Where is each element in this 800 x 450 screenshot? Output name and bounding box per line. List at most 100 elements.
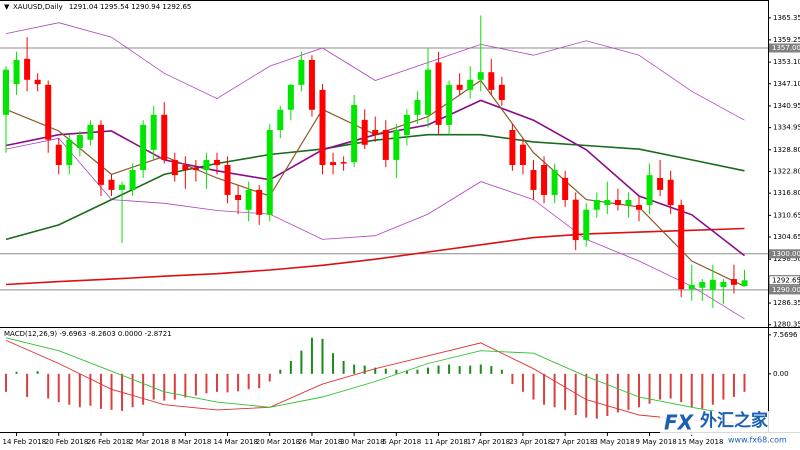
level-label-bg xyxy=(769,285,800,295)
macd-histogram-bar xyxy=(564,373,567,410)
candle-body xyxy=(646,175,653,206)
macd-histogram-bar xyxy=(595,373,598,419)
candle-body xyxy=(3,69,9,115)
y-tick-label: 1298.50 xyxy=(773,255,800,263)
macd-histogram-bar xyxy=(332,353,335,374)
macd-histogram-bar xyxy=(648,373,651,404)
candle-body xyxy=(446,84,453,125)
candle-body xyxy=(572,199,579,241)
candle-body xyxy=(108,179,115,190)
chart-title: XAUUSD,Daily 1291.04 1295.54 1290.94 129… xyxy=(13,3,191,11)
macd-histogram-bar xyxy=(427,367,429,374)
watermark-logo: FX xyxy=(664,411,695,435)
x-tick-label: 26 Feb 2018 xyxy=(87,438,131,446)
macd-histogram-bar xyxy=(47,373,50,399)
level-label: 1357.00 xyxy=(772,44,800,52)
macd-histogram-bar xyxy=(690,373,693,408)
candle-body xyxy=(509,129,516,165)
x-tick-label: 8 Mar 2018 xyxy=(171,438,211,446)
macd-histogram-bar xyxy=(458,366,461,374)
candle-body xyxy=(298,59,305,85)
x-tick-label: 30 Mar 2018 xyxy=(340,438,384,446)
macd-histogram-bar xyxy=(68,373,71,405)
y-tick-label: 1334.95 xyxy=(773,124,800,132)
macd-histogram-bar xyxy=(374,367,377,374)
macd-histogram-bar xyxy=(638,373,640,408)
y-tick-label: 1365.35 xyxy=(773,14,800,22)
candle-body xyxy=(699,281,706,288)
candle-body xyxy=(203,159,210,171)
macd-histogram-bar xyxy=(226,373,229,393)
candle-body xyxy=(361,119,368,145)
x-tick-label: 26 Mar 2018 xyxy=(298,438,342,446)
macd-histogram-bar xyxy=(142,373,145,405)
candle-body xyxy=(372,129,379,136)
candle-body xyxy=(403,114,410,136)
candle-body xyxy=(87,124,94,140)
candle-body xyxy=(688,284,695,290)
macd-line xyxy=(5,339,745,425)
macd-histogram-bar xyxy=(532,373,535,400)
candle-body xyxy=(330,162,337,165)
macd-histogram-bar xyxy=(627,373,630,410)
candle-body xyxy=(319,89,326,165)
x-tick-label: 11 Apr 2018 xyxy=(425,438,468,446)
ohlc-high: 1295.54 xyxy=(100,3,129,11)
candle-body xyxy=(541,164,548,195)
macd-histogram-bar xyxy=(659,373,662,400)
macd-histogram-bar xyxy=(711,373,714,405)
y-tick-label: 1328.80 xyxy=(773,146,800,154)
macd-histogram-bar xyxy=(237,373,240,392)
macd-histogram-bar xyxy=(416,369,419,374)
macd-histogram-bar xyxy=(395,369,398,374)
macd-histogram-bar xyxy=(521,373,524,392)
candle-body xyxy=(119,184,126,190)
candle-body xyxy=(678,205,685,290)
macd-histogram-bar xyxy=(131,373,134,408)
macd-histogram-bar xyxy=(353,364,356,374)
y-tick-label: 7.5696 xyxy=(773,331,798,339)
x-tick-label: 14 Mar 2018 xyxy=(214,438,258,446)
candle-body xyxy=(161,114,168,160)
candle-body xyxy=(583,209,590,241)
macd-histogram-bar xyxy=(701,373,704,409)
y-tick-label: 1280.35 xyxy=(773,321,800,329)
macd-histogram-bar xyxy=(258,373,261,389)
last-price-label: 1292.65 xyxy=(772,276,800,284)
watermark: FX 外汇之家 www.fx68.com xyxy=(660,410,800,445)
x-tick-label: 14 Feb 2018 xyxy=(3,438,47,446)
candle-body xyxy=(308,59,315,110)
macd-histogram-bar xyxy=(184,373,187,398)
candle-body xyxy=(76,135,83,149)
candle-body xyxy=(140,124,147,171)
candle-body xyxy=(182,164,189,171)
macd-histogram-bar xyxy=(722,373,725,400)
candle-body xyxy=(224,164,231,195)
y-tick-label: 1322.80 xyxy=(773,167,800,175)
candle-body xyxy=(425,69,431,115)
x-tick-label: 3 May 2018 xyxy=(593,438,634,446)
macd-histogram-bar xyxy=(289,360,292,374)
candle-body xyxy=(66,139,73,165)
x-tick-label: 2 Mar 2018 xyxy=(129,438,169,446)
macd-histogram-bar xyxy=(732,373,735,397)
candle-body xyxy=(625,200,632,206)
level-label: 1300.00 xyxy=(772,250,800,258)
macd-histogram-bar xyxy=(511,373,514,385)
candle-body xyxy=(245,189,252,210)
x-tick-label: 5 Apr 2018 xyxy=(382,438,421,446)
candle-body xyxy=(730,279,737,285)
macd-line xyxy=(5,337,745,418)
candle-body xyxy=(287,84,294,110)
macd-histogram-bar xyxy=(5,373,7,392)
x-tick-label: 20 Mar 2018 xyxy=(256,438,300,446)
candle-body xyxy=(277,109,284,130)
candle-body xyxy=(171,159,178,176)
macd-histogram-bar xyxy=(15,371,18,374)
candle-body xyxy=(435,62,442,125)
candle-body xyxy=(551,170,558,195)
level-label: 1290.00 xyxy=(772,286,800,294)
macd-histogram-bar xyxy=(310,337,313,374)
macd-histogram-bar xyxy=(490,366,493,374)
macd-histogram-bar xyxy=(585,373,588,418)
